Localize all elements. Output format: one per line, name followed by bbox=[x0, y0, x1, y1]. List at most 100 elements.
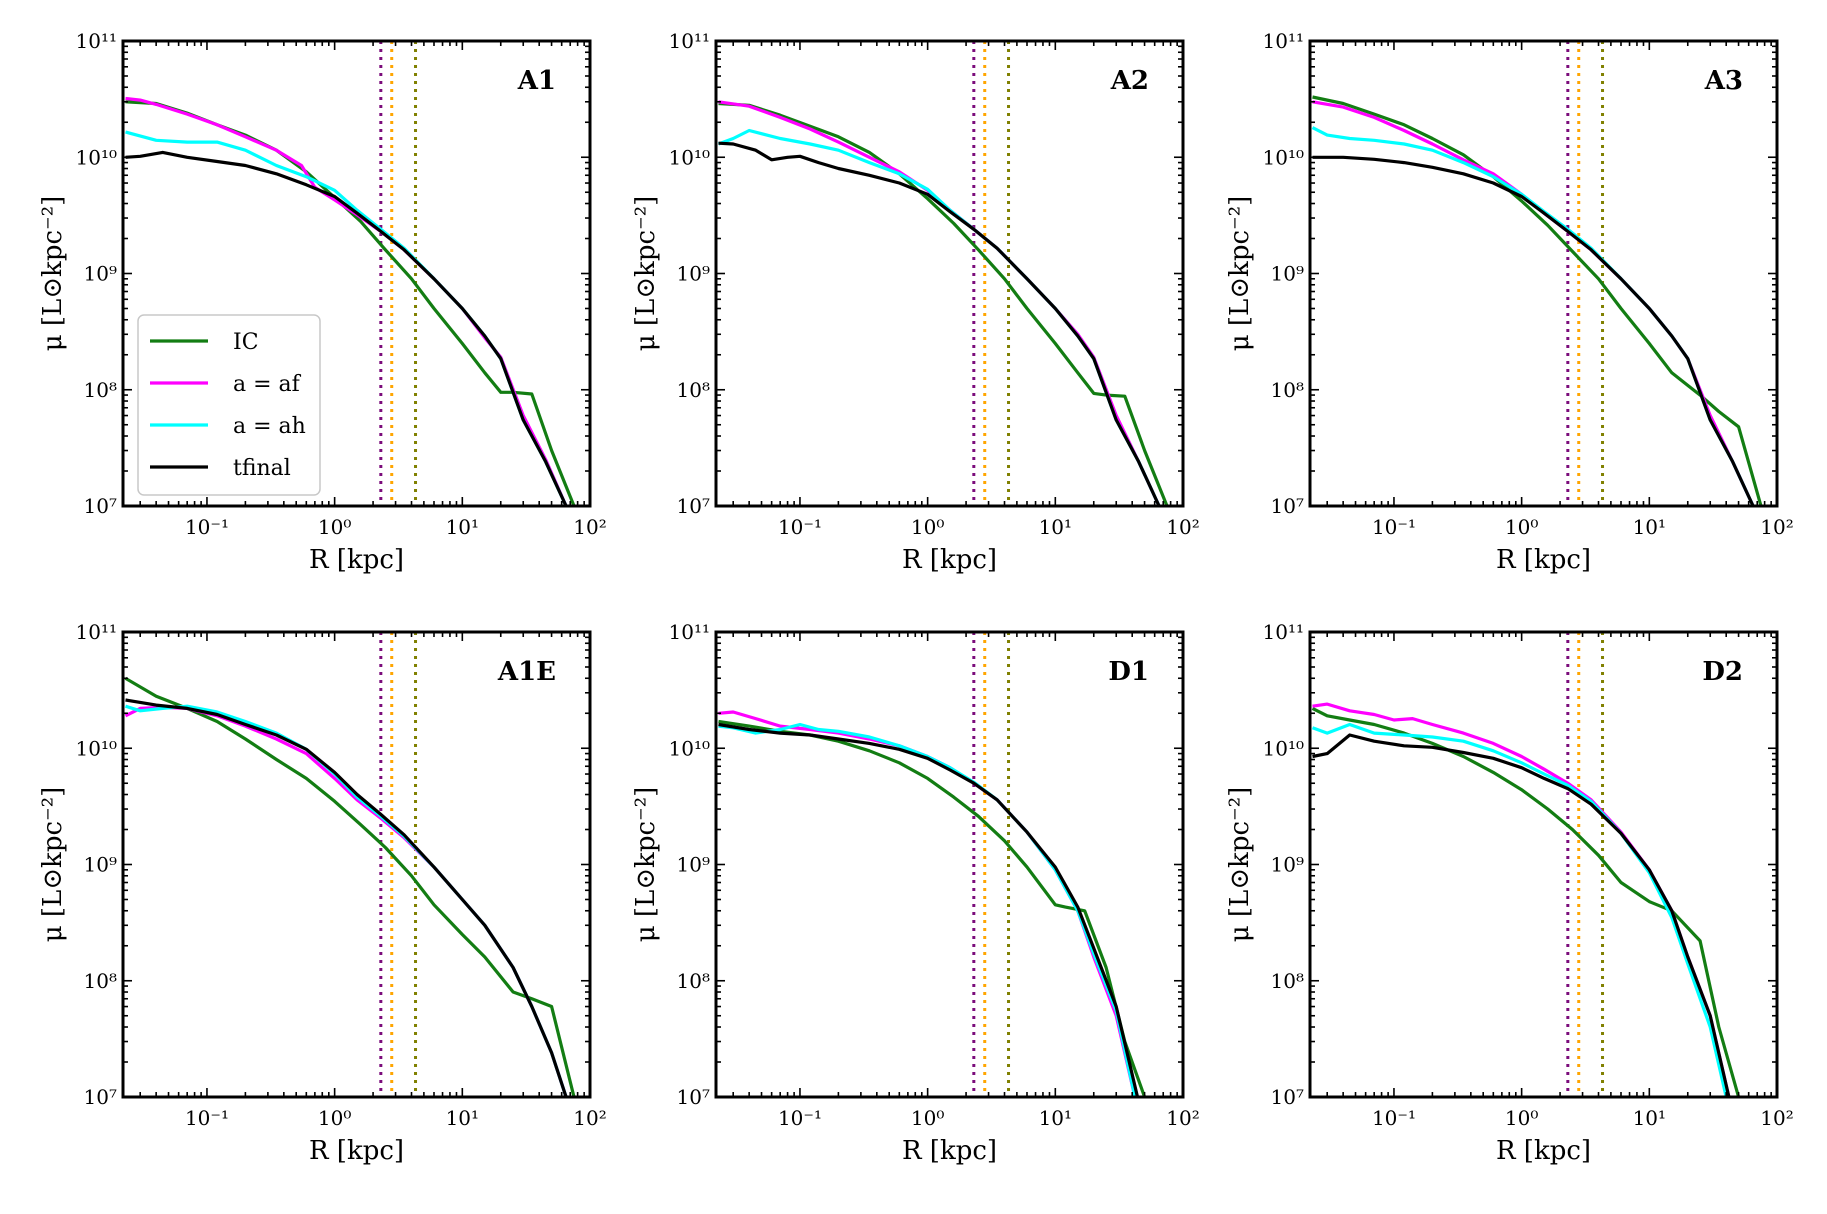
y-tick-label: 10⁸ bbox=[677, 378, 710, 402]
y-axis-label: μ [L⊙kpc⁻²] bbox=[631, 196, 661, 352]
y-tick-label: 10⁹ bbox=[677, 262, 710, 286]
plot-frame bbox=[121, 630, 592, 1099]
x-tick-label: 10⁻¹ bbox=[778, 515, 822, 539]
x-tick-label: 10¹ bbox=[1039, 1106, 1072, 1130]
y-tick-label: 10¹⁰ bbox=[669, 145, 710, 169]
y-tick-label: 10⁹ bbox=[1271, 262, 1304, 286]
panel-a2: 10⁻¹ 10⁰ 10¹ 10² 10⁷ 10⁸ 10⁹ 10¹⁰ 10¹¹ R [kpc] μ [… bbox=[631, 29, 1200, 575]
y-tick-label: 10⁹ bbox=[677, 853, 710, 877]
plot-frame bbox=[714, 630, 1185, 1099]
y-axis-label: μ [L⊙kpc⁻²] bbox=[38, 787, 68, 943]
y-tick-label: 10¹⁰ bbox=[76, 145, 117, 169]
y-tick-label: 10⁸ bbox=[84, 969, 117, 993]
x-axis-label: R [kpc] bbox=[1496, 545, 1591, 575]
x-tick-label: 10⁰ bbox=[1505, 1106, 1538, 1130]
series-line-a-h bbox=[1311, 126, 1755, 506]
panel-title: A1E bbox=[497, 657, 556, 687]
panel-a1e: 10⁻¹ 10⁰ 10¹ 10² 10⁷ 10⁸ 10⁹ 10¹⁰ 10¹¹ R [kpc] μ [… bbox=[38, 620, 607, 1166]
y-tick-label: 10⁷ bbox=[1271, 1085, 1304, 1109]
x-tick-label: 10¹ bbox=[446, 515, 479, 539]
x-axis-label: R [kpc] bbox=[1496, 1136, 1591, 1166]
x-tick-label: 10² bbox=[1760, 515, 1793, 539]
y-tick-label: 10⁸ bbox=[677, 969, 710, 993]
y-axis-label: μ [L⊙kpc⁻²] bbox=[631, 787, 661, 943]
series-line-IC bbox=[124, 676, 576, 1097]
y-tick-label: 10¹¹ bbox=[1263, 620, 1304, 644]
series-line-t-final bbox=[718, 722, 1140, 1097]
series-line-t-final bbox=[125, 698, 568, 1097]
series-line-a-h bbox=[718, 722, 1137, 1097]
y-tick-label: 10⁷ bbox=[1271, 494, 1304, 518]
x-tick-label: 10² bbox=[573, 515, 606, 539]
y-tick-label: 10⁷ bbox=[84, 494, 117, 518]
y-tick-label: 10⁷ bbox=[677, 1085, 710, 1109]
panel-title: D1 bbox=[1108, 657, 1149, 687]
legend-box bbox=[137, 314, 321, 496]
x-tick-label: 10¹ bbox=[1633, 1106, 1666, 1130]
panel-a3: 10⁻¹ 10⁰ 10¹ 10² 10⁷ 10⁸ 10⁹ 10¹⁰ 10¹¹ R [kpc] μ [… bbox=[1225, 29, 1794, 575]
plot-frame bbox=[1308, 630, 1779, 1099]
x-tick-label: 10⁰ bbox=[1505, 515, 1538, 539]
panel-title: A3 bbox=[1704, 66, 1743, 96]
y-axis-label: μ [L⊙kpc⁻²] bbox=[1225, 196, 1255, 352]
x-tick-label: 10² bbox=[573, 1106, 606, 1130]
plot-frame bbox=[714, 39, 1185, 508]
x-tick-label: 10⁻¹ bbox=[185, 1106, 229, 1130]
y-axis-label: μ [L⊙kpc⁻²] bbox=[1225, 787, 1255, 943]
series-line-t-final bbox=[718, 141, 1161, 506]
x-tick-label: 10⁰ bbox=[318, 1106, 351, 1130]
y-tick-label: 10⁸ bbox=[1271, 378, 1304, 402]
panel-title: A2 bbox=[1110, 66, 1149, 96]
panel-a1: 10⁻¹ 10⁰ 10¹ 10² 10⁷ 10⁸ 10⁹ 10¹⁰ 10¹¹ R [kpc] μ [… bbox=[38, 29, 607, 575]
y-tick-label: 10⁹ bbox=[1271, 853, 1304, 877]
series-line-a-h bbox=[125, 704, 568, 1097]
series-line-a-h bbox=[1311, 722, 1728, 1097]
series-line-a-f bbox=[718, 100, 1161, 506]
panel-title: A1 bbox=[517, 66, 556, 96]
x-tick-label: 10⁰ bbox=[911, 515, 944, 539]
panel-d1: 10⁻¹ 10⁰ 10¹ 10² 10⁷ 10⁸ 10⁹ 10¹⁰ 10¹¹ R [kpc] μ [… bbox=[631, 620, 1200, 1166]
y-tick-label: 10¹⁰ bbox=[1263, 736, 1304, 760]
y-tick-label: 10⁸ bbox=[84, 378, 117, 402]
x-tick-label: 10⁻¹ bbox=[185, 515, 229, 539]
y-tick-label: 10¹⁰ bbox=[669, 736, 710, 760]
y-tick-label: 10¹¹ bbox=[669, 620, 710, 644]
y-tick-label: 10¹¹ bbox=[76, 620, 117, 644]
x-tick-label: 10⁻¹ bbox=[1372, 515, 1416, 539]
y-tick-label: 10¹¹ bbox=[1263, 29, 1304, 53]
panel-d2: 10⁻¹ 10⁰ 10¹ 10² 10⁷ 10⁸ 10⁹ 10¹⁰ 10¹¹ R [kpc] μ [… bbox=[1225, 620, 1794, 1166]
series-line-t-final bbox=[1312, 155, 1755, 506]
x-tick-label: 10² bbox=[1760, 1106, 1793, 1130]
legend-label: tfinal bbox=[233, 456, 291, 481]
y-tick-label: 10⁷ bbox=[677, 494, 710, 518]
plot-frame bbox=[1308, 39, 1779, 508]
series-line-a-f bbox=[718, 710, 1137, 1097]
series-line-IC bbox=[1311, 706, 1741, 1097]
y-tick-label: 10⁹ bbox=[84, 262, 117, 286]
series-line-t-final bbox=[125, 150, 568, 506]
legend: IC a = af a = ah tfinal bbox=[137, 314, 321, 496]
y-axis-label: μ [L⊙kpc⁻²] bbox=[38, 196, 68, 352]
legend-label: a = ah bbox=[233, 414, 306, 439]
x-tick-label: 10¹ bbox=[1633, 515, 1666, 539]
series-line-a-h bbox=[717, 128, 1161, 506]
series-line-IC bbox=[718, 101, 1169, 506]
legend-label: a = af bbox=[233, 372, 302, 397]
x-tick-label: 10⁻¹ bbox=[1372, 1106, 1416, 1130]
x-tick-label: 10⁻¹ bbox=[778, 1106, 822, 1130]
x-tick-label: 10² bbox=[1166, 1106, 1199, 1130]
x-tick-label: 10² bbox=[1166, 515, 1199, 539]
series-line-a-f bbox=[1312, 100, 1755, 506]
y-tick-label: 10⁸ bbox=[1271, 969, 1304, 993]
series-line-IC bbox=[718, 719, 1147, 1097]
x-axis-label: R [kpc] bbox=[309, 1136, 404, 1166]
y-tick-label: 10¹⁰ bbox=[76, 736, 117, 760]
y-tick-label: 10⁹ bbox=[84, 853, 117, 877]
panel-title: D2 bbox=[1702, 657, 1743, 687]
x-axis-label: R [kpc] bbox=[309, 545, 404, 575]
y-tick-label: 10¹¹ bbox=[669, 29, 710, 53]
series-line-t-final bbox=[1312, 733, 1731, 1097]
x-tick-label: 10¹ bbox=[1039, 515, 1072, 539]
x-tick-label: 10⁰ bbox=[318, 515, 351, 539]
